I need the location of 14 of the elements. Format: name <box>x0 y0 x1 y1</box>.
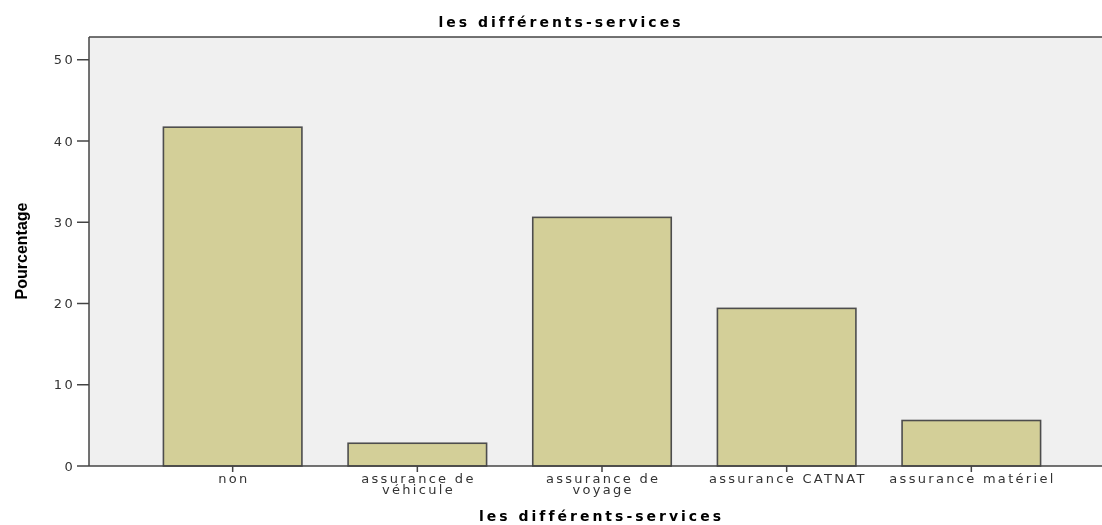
y-tick-label: 30 <box>53 214 75 230</box>
y-tick-label: 0 <box>64 458 75 474</box>
x-tick-label: assurance de véhicule <box>361 471 476 497</box>
y-tick-label: 20 <box>53 296 75 312</box>
y-tick-label: 10 <box>53 377 75 393</box>
y-tick-label: 40 <box>53 133 75 149</box>
y-tick-label: 50 <box>53 52 75 68</box>
x-tick-label: assurance de voyage <box>545 471 661 497</box>
x-tick-label: non <box>218 471 250 486</box>
y-axis-title: Pourcentage <box>13 202 30 300</box>
x-tick-label: assurance matériel <box>889 471 1056 486</box>
x-tick-label: assurance CATNAT <box>708 471 867 486</box>
x-axis-title: les différents-services <box>479 508 724 524</box>
chart-title: les différents-services <box>438 14 684 30</box>
